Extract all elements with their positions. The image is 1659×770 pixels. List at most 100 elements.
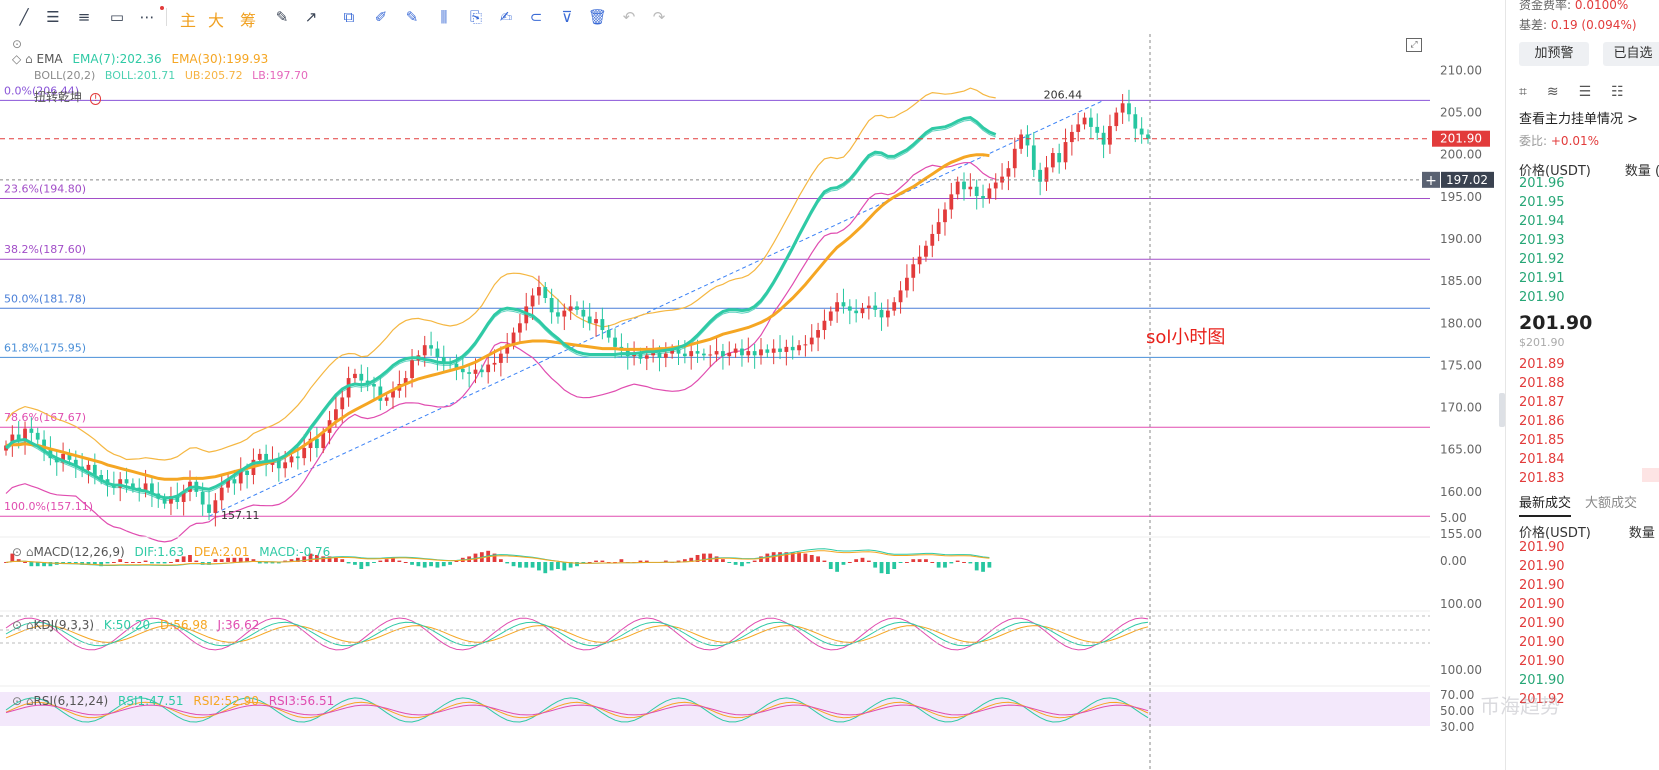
bid-price[interactable]: 201.83 <box>1519 471 1565 486</box>
macd-bar <box>594 560 598 562</box>
macd-bar <box>841 562 846 565</box>
candle-body <box>1057 153 1062 163</box>
panel-collapse-handle[interactable] <box>1499 393 1505 427</box>
add-alert-button[interactable]: 加预警 <box>1519 42 1589 66</box>
macd-bar <box>695 555 700 562</box>
ruler-icon[interactable]: ✐ <box>374 8 388 26</box>
warning-icon[interactable]: ! <box>89 93 102 105</box>
kdj-name: KDJ(9,3,3) <box>33 618 95 632</box>
candle-body <box>708 354 713 356</box>
candle-body <box>670 349 675 354</box>
fib-label: 38.2%(187.60) <box>4 243 86 256</box>
candle-body <box>175 496 180 502</box>
ask-price[interactable]: 201.90 <box>1519 290 1565 305</box>
sub-axis-tick: 50.00 <box>1440 704 1474 718</box>
macd-bar <box>435 562 440 568</box>
macd-bar <box>61 562 65 564</box>
macd-bar <box>784 552 789 562</box>
candle-body <box>752 351 757 356</box>
rect-tool-icon[interactable]: ▭ <box>109 8 125 26</box>
candle-body <box>207 504 211 513</box>
macd-bar <box>219 559 224 562</box>
ask-price[interactable]: 201.96 <box>1519 176 1565 191</box>
rsi3-line <box>5 704 1149 716</box>
ask-price[interactable]: 201.94 <box>1519 214 1565 229</box>
candle-body <box>1101 132 1106 145</box>
measure-tool-icon[interactable]: ↗ <box>304 8 318 26</box>
macd-bar <box>48 562 53 567</box>
magnet-icon[interactable]: ⊂ <box>529 8 543 26</box>
trades-tabs[interactable]: 最新成交 大额成交 <box>1519 492 1638 517</box>
candle-body <box>797 345 801 351</box>
macd-bar <box>866 560 871 562</box>
candle-body <box>1139 128 1144 135</box>
kdj-j: J:36.62 <box>217 618 260 632</box>
candle-body <box>841 302 846 307</box>
candle-body <box>759 349 763 356</box>
trash-icon[interactable]: 🗑 <box>588 8 608 26</box>
candle-body <box>981 196 985 199</box>
candle-body <box>644 355 649 359</box>
favorite-button[interactable]: 已自选 <box>1603 42 1659 66</box>
kdj-j-line <box>5 617 1149 651</box>
bid-price[interactable]: 201.88 <box>1519 376 1565 391</box>
pattern-label: 扭转乾坤 ! <box>34 88 102 105</box>
layers-icon[interactable]: ⧉ <box>343 8 355 26</box>
candle-body <box>435 348 440 357</box>
macd-dif-line <box>5 548 990 566</box>
undo-icon[interactable]: ↶ <box>622 8 636 26</box>
candle-body <box>118 479 123 488</box>
lock-icon[interactable]: ⎘ <box>469 8 482 26</box>
collapse-icon[interactable]: ⊙ <box>12 37 23 51</box>
bid-price[interactable]: 201.84 <box>1519 452 1565 467</box>
ask-price[interactable]: 201.91 <box>1519 271 1565 286</box>
hline-tool-icon[interactable]: ☰ <box>46 8 60 26</box>
macd-bar <box>816 556 820 562</box>
price-chart[interactable]: 0.0%(206.44) 23.6%(194.80) 38.2%(187.60) 50… <box>0 34 1505 770</box>
ema-name: EMA <box>36 52 63 66</box>
redo-icon[interactable]: ↷ <box>652 8 666 26</box>
candle-body <box>771 348 776 353</box>
low-price-label: 157.11 <box>221 509 260 522</box>
ask-price[interactable]: 201.92 <box>1519 252 1565 267</box>
filter-icon[interactable]: ⊽ <box>561 8 573 26</box>
macd-bar <box>181 556 186 562</box>
channel-tool-icon[interactable]: ≡ <box>77 8 91 26</box>
bid-price[interactable]: 201.87 <box>1519 395 1565 410</box>
brush-icon[interactable]: ✎ <box>405 8 419 26</box>
candle-body <box>905 277 909 291</box>
candle-body <box>701 353 706 356</box>
candles-icon[interactable]: ⫼ <box>440 8 448 26</box>
line-tool-icon[interactable]: ╱ <box>19 8 29 26</box>
candle-body <box>1038 169 1043 182</box>
fullscreen-icon[interactable]: ⤢ <box>1406 38 1422 52</box>
tab-latest-trades[interactable]: 最新成交 <box>1519 496 1572 517</box>
macd-bar <box>524 562 529 568</box>
indicator-main[interactable]: 主 <box>180 11 197 30</box>
candle-body <box>613 337 617 347</box>
more-tools-icon[interactable]: ⋯ <box>139 8 155 26</box>
candle-body <box>663 353 668 358</box>
macd-bar <box>111 562 116 563</box>
ask-price[interactable]: 201.95 <box>1519 195 1565 210</box>
macd-value: MACD:-0.76 <box>259 545 331 559</box>
candle-body <box>860 308 865 314</box>
macd-bar <box>422 562 427 568</box>
candle-body <box>334 409 338 421</box>
edit-icon[interactable]: ✍ <box>499 8 513 26</box>
indicator-big[interactable]: 大 <box>208 11 225 30</box>
macd-bar <box>898 562 903 563</box>
bid-price[interactable]: 201.89 <box>1519 357 1565 372</box>
panel-view-icons[interactable]: ⌗≋☰☷ <box>1519 84 1644 100</box>
ask-price[interactable]: 201.93 <box>1519 233 1565 248</box>
macd-bar <box>892 562 897 569</box>
tab-large-trades[interactable]: 大额成交 <box>1585 496 1638 511</box>
indicator-chip[interactable]: 筹 <box>240 11 257 30</box>
bid-price[interactable]: 201.86 <box>1519 414 1565 429</box>
pen-tool-icon[interactable]: ✎ <box>275 8 289 26</box>
add-alert-icon[interactable] <box>1422 171 1440 188</box>
bid-price[interactable]: 201.85 <box>1519 433 1565 448</box>
candle-body <box>936 222 941 234</box>
main-orders-link[interactable]: 查看主力挂单情况 > <box>1519 112 1639 127</box>
fib-label: 50.0%(181.78) <box>4 292 86 305</box>
